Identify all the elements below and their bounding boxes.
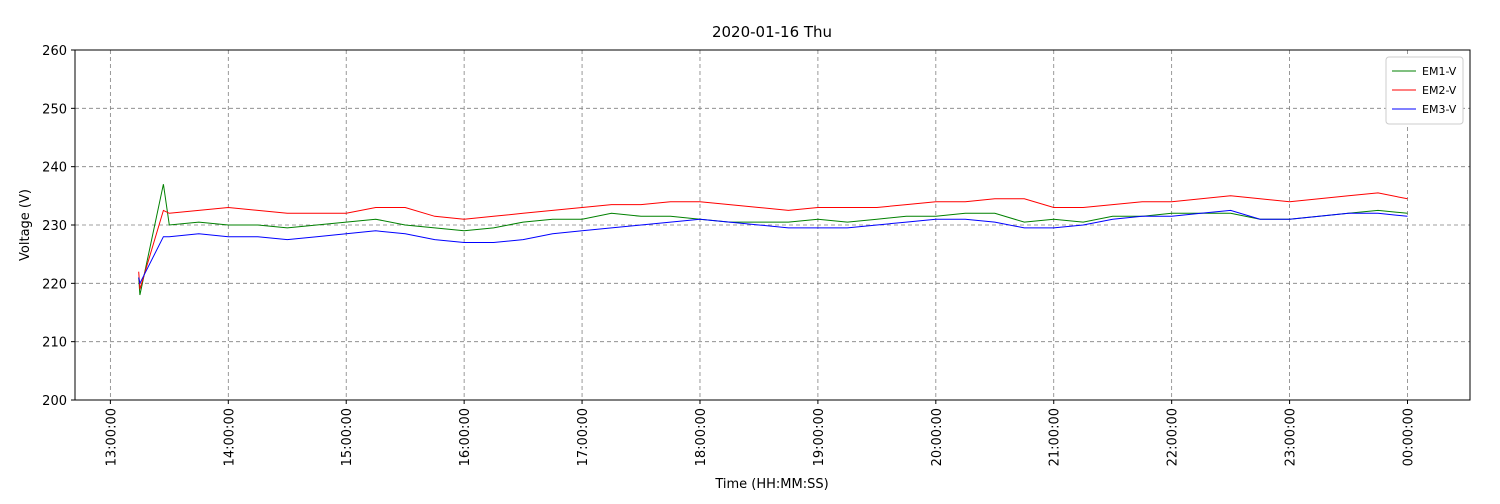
x-tick-label: 23:00:00	[1284, 408, 1299, 466]
x-tick-label: 15:00:00	[340, 408, 355, 466]
legend-label: EM3-V	[1422, 103, 1457, 116]
x-axis-label: Time (HH:MM:SS)	[714, 477, 828, 492]
x-tick-label: 17:00:00	[576, 408, 591, 466]
y-tick-label: 230	[42, 219, 67, 234]
x-tick-label: 20:00:00	[930, 408, 945, 466]
legend: EM1-V EM2-V EM3-V	[1385, 56, 1464, 125]
series-line	[138, 209, 1408, 285]
x-tick-label: 16:00:00	[458, 408, 473, 466]
series-line	[138, 184, 1408, 296]
legend-label: EM1-V	[1422, 65, 1457, 78]
x-tick-label: 18:00:00	[694, 408, 709, 466]
x-tick-label: 19:00:00	[812, 408, 827, 466]
y-tick-label: 250	[42, 102, 67, 117]
series-line	[138, 192, 1408, 290]
x-tick-label: 13:00:00	[104, 408, 119, 466]
y-axis-label: Voltage (V)	[18, 189, 33, 261]
x-tick-label: 00:00:00	[1402, 408, 1417, 466]
legend-label: EM2-V	[1422, 84, 1457, 97]
x-tick-label: 21:00:00	[1048, 408, 1063, 466]
plot-frame	[74, 49, 1471, 401]
chart-title: 2020-01-16 Thu	[712, 23, 832, 41]
y-tick-label: 200	[42, 394, 67, 409]
y-tick-label: 260	[42, 44, 67, 59]
legend-box	[1385, 56, 1464, 125]
x-tick-label: 14:00:00	[222, 408, 237, 466]
y-tick-label: 240	[42, 161, 67, 176]
x-tick-label: 22:00:00	[1166, 408, 1181, 466]
y-tick-label: 210	[42, 336, 67, 351]
y-tick-label: 220	[42, 277, 67, 292]
